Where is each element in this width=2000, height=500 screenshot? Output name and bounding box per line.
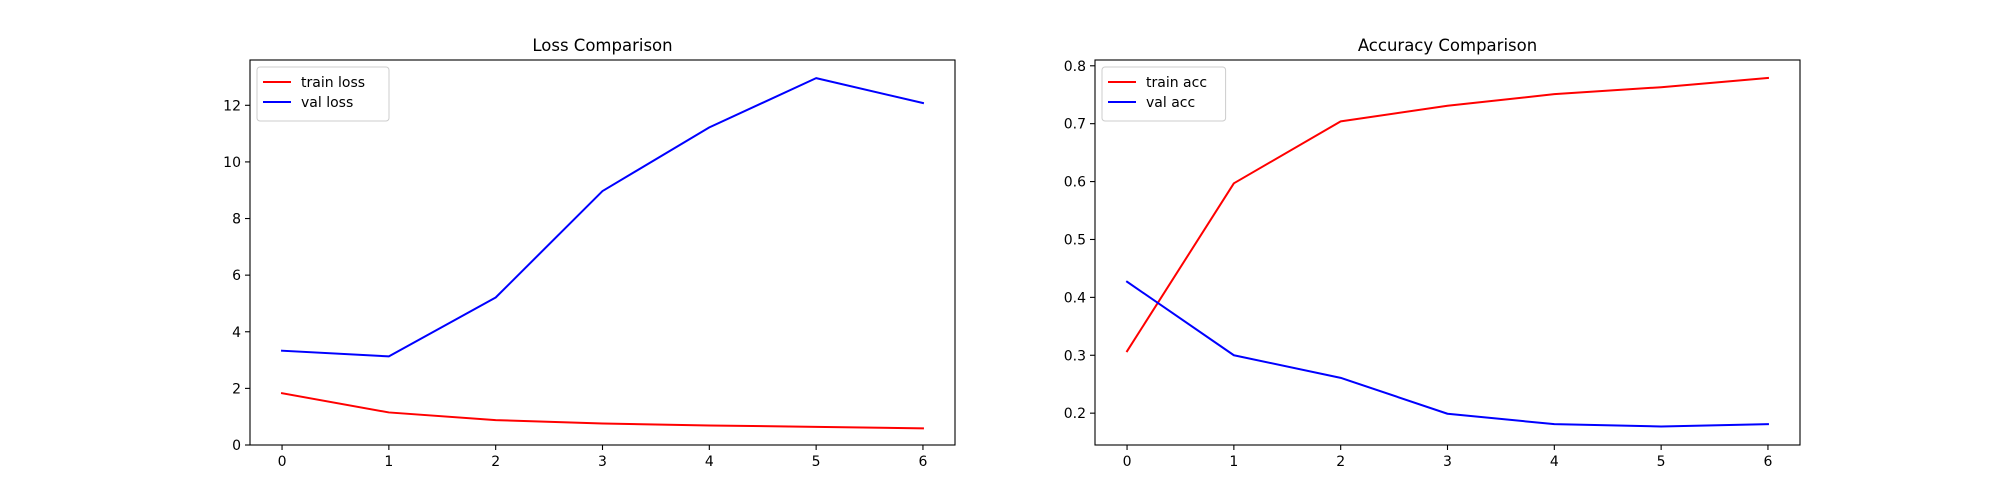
accuracy-legend-box [1101,66,1227,122]
accuracy-x-tick-label: 4 [1550,454,1559,470]
loss-y-tick-label: 12 [223,98,241,114]
accuracy-y-tick-label: 0.8 [1064,59,1086,75]
accuracy-series-line-train-acc [1125,76,1770,353]
loss-x-tick-label: 3 [598,454,607,470]
loss-y-tick-label: 8 [232,212,241,228]
accuracy-y-tick-label: 0.5 [1064,232,1086,248]
loss-y-tick-label: 10 [223,155,241,171]
accuracy-legend: train acc val acc [1101,66,1227,122]
loss-chart-title: Loss Comparison [532,36,672,55]
accuracy-legend-label: val acc [1146,95,1195,111]
loss-series-line-val-loss [280,77,925,358]
loss-x-tick-label: 6 [918,454,927,470]
loss-x-tick-label: 5 [812,454,821,470]
accuracy-x-tick-label: 0 [1123,454,1132,470]
accuracy-x-tick-label: 5 [1657,454,1666,470]
loss-legend-box [256,66,390,122]
loss-legend: train loss val loss [256,66,390,122]
accuracy-series-line-val-acc [1125,280,1769,428]
loss-y-tick-label: 4 [232,325,241,341]
loss-x-tick-label: 2 [491,454,500,470]
accuracy-chart: Accuracy Comparison 0 1 2 3 4 5 6 0.2 0.3 0.4 0.5 0.… [1064,36,1801,470]
loss-legend-label: val loss [301,95,353,111]
accuracy-y-tick-label: 0.4 [1064,290,1086,306]
accuracy-chart-title: Accuracy Comparison [1358,36,1537,55]
loss-x-tick-label: 0 [278,454,287,470]
loss-y-tick-label: 2 [232,381,241,397]
loss-y-tick-label: 6 [232,268,241,284]
accuracy-x-tick-label: 2 [1336,454,1345,470]
loss-y-tick-label: 0 [232,438,241,454]
loss-legend-label: train loss [301,75,365,91]
accuracy-x-tick-label: 1 [1229,454,1238,470]
accuracy-x-tick-label: 6 [1763,454,1772,470]
accuracy-x-tick-label: 3 [1443,454,1452,470]
accuracy-y-tick-label: 0.3 [1064,348,1086,364]
loss-x-tick-label: 4 [705,454,714,470]
accuracy-y-tick-label: 0.2 [1064,406,1086,422]
accuracy-y-tick-label: 0.7 [1064,117,1086,133]
loss-x-tick-label: 1 [384,454,393,470]
accuracy-y-tick-label: 0.6 [1064,175,1086,191]
loss-series-line-train-loss [280,392,924,430]
accuracy-legend-label: train acc [1146,75,1207,91]
